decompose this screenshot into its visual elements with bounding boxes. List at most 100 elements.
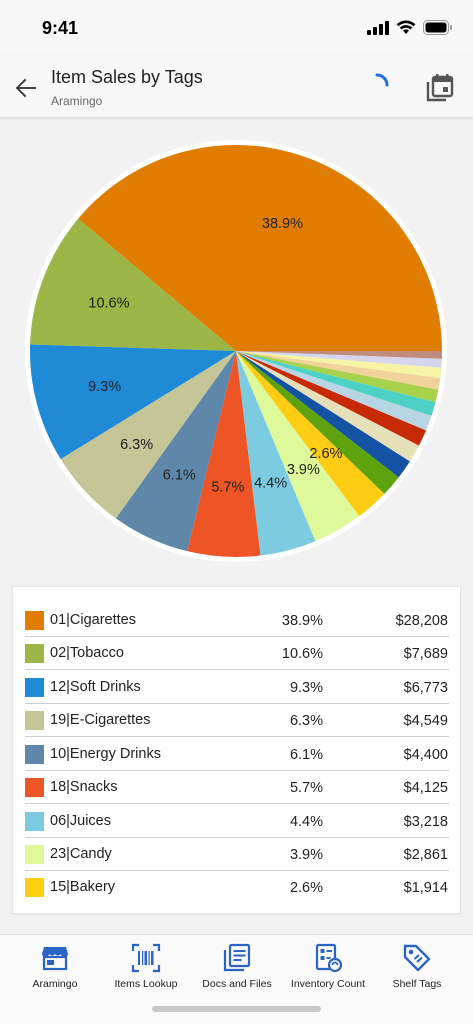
nav-item-aramingo[interactable]: Aramingo: [8, 943, 102, 999]
legend-percent: 5.7%: [289, 780, 323, 796]
legend-row[interactable]: 10|Energy Drinks 6.1% $4,400: [25, 738, 449, 771]
legend-swatch: [25, 611, 44, 630]
pie-slice-label: 9.3%: [88, 379, 121, 395]
legend-swatch: [25, 778, 44, 797]
legend-amount: $4,125: [403, 780, 448, 796]
pie-slice: [236, 351, 385, 517]
legend-name: 01|Cigarettes: [50, 612, 136, 628]
pie-slice: [236, 351, 442, 368]
legend-row[interactable]: 06|Juices 4.4% $3,218: [25, 805, 449, 838]
tag-icon: [403, 944, 431, 972]
pie-slice-label: 6.1%: [163, 468, 196, 484]
legend-amount: $1,914: [403, 880, 448, 896]
legend-row[interactable]: 18|Snacks 5.7% $4,125: [25, 771, 449, 804]
pie-slice: [236, 351, 360, 542]
pie-slice-label: 4.4%: [254, 475, 287, 491]
legend-amount: $7,689: [403, 646, 448, 662]
pie-slice: [236, 351, 399, 494]
pie-slice: [236, 351, 439, 403]
pie-slice: [236, 351, 427, 446]
pie-slice: [30, 344, 236, 460]
page-title: Item Sales by Tags: [51, 67, 203, 87]
legend-row[interactable]: 01|Cigarettes 38.9% $28,208: [25, 604, 449, 637]
wifi-icon: [396, 20, 416, 34]
legend-percent: 38.9%: [281, 613, 323, 629]
legend-name: 02|Tobacco: [50, 645, 124, 661]
legend-swatch: [25, 845, 44, 864]
nav-label: Docs and Files: [202, 978, 272, 990]
pie-chart-svg: 38.9% 10.6% 9.3% 6.3% 6.1% 5.7% 4.4%3.9%2.6%: [25, 140, 447, 562]
legend-name: 15|Bakery: [50, 879, 116, 895]
legend-name: 06|Juices: [50, 813, 111, 829]
legend-row[interactable]: 19|E-Cigarettes 6.3% $4,549: [25, 704, 449, 737]
battery-icon: [423, 20, 452, 35]
calendar-icon[interactable]: [425, 72, 455, 102]
nav-label: Aramingo: [32, 978, 78, 990]
status-time: 9:41: [42, 18, 79, 38]
legend-swatch: [25, 644, 44, 663]
pie-chart: 38.9% 10.6% 9.3% 6.3% 6.1% 5.7% 4.4% 3.9% 2.6%: [18, 140, 454, 564]
legend-name: 10|Energy Drinks: [50, 746, 161, 762]
legend-amount: $4,549: [403, 713, 448, 729]
legend-amount: $4,400: [403, 747, 448, 763]
pie-slice: [236, 351, 410, 478]
legend-row[interactable]: 23|Candy 3.9% $2,861: [25, 838, 449, 871]
legend-name: 18|Snacks: [50, 779, 118, 795]
legend-name: 23|Candy: [50, 846, 112, 862]
page-subtitle: Aramingo: [51, 94, 103, 108]
legend-table: 01|Cigarettes 38.9% $28,208 02|Tobacco 1…: [12, 586, 461, 914]
nav-label: Shelf Tags: [392, 978, 442, 990]
legend-swatch: [25, 745, 44, 764]
legend-row[interactable]: 15|Bakery 2.6% $1,914: [25, 871, 449, 904]
signal-icon: [367, 20, 389, 35]
pie-slice-label: 2.6%: [309, 446, 342, 462]
pie-slice: [187, 351, 261, 557]
nav-item-items-lookup[interactable]: Items Lookup: [99, 943, 193, 999]
pie-slice: [236, 351, 316, 556]
app-header: Item Sales by Tags Aramingo: [0, 56, 473, 118]
home-indicator: [152, 1006, 321, 1012]
loading-spinner-icon: [375, 73, 389, 87]
pie-slice-label: 6.3%: [120, 437, 153, 453]
pie-slice: [30, 218, 236, 351]
nav-item-docs-and-files[interactable]: Docs and Files: [190, 943, 284, 999]
status-bar: 9:41: [0, 0, 473, 56]
legend-amount: $3,218: [403, 814, 448, 830]
legend-percent: 9.3%: [289, 680, 323, 696]
legend-amount: $6,773: [403, 680, 448, 696]
store-icon: [42, 947, 68, 971]
barcode-icon: [131, 943, 161, 973]
nav-label: Inventory Count: [290, 978, 366, 990]
legend-row[interactable]: 02|Tobacco 10.6% $7,689: [25, 637, 449, 670]
legend-percent: 3.9%: [289, 847, 323, 863]
legend-percent: 6.1%: [289, 747, 323, 763]
nav-item-inventory-count[interactable]: Inventory Count: [281, 943, 375, 999]
pie-slice: [236, 351, 419, 462]
pie-slice: [236, 351, 442, 379]
pie-slice: [78, 145, 442, 351]
pie-slice: [115, 351, 236, 552]
nav-item-shelf-tags[interactable]: Shelf Tags: [370, 943, 464, 999]
legend-percent: 2.6%: [289, 880, 323, 896]
pie-slice: [236, 351, 432, 431]
pie-slice: [236, 351, 441, 390]
legend-percent: 4.4%: [289, 814, 323, 830]
legend-amount: $2,861: [403, 847, 448, 863]
legend-row[interactable]: 12|Soft Drinks 9.3% $6,773: [25, 671, 449, 704]
pie-slice-label: 5.7%: [211, 480, 244, 496]
legend-amount: $28,208: [395, 613, 448, 629]
bottom-nav: Aramingo Items Lookup Docs and Files: [0, 934, 473, 1024]
legend-percent: 6.3%: [289, 713, 323, 729]
legend-swatch: [25, 711, 44, 730]
legend-name: 12|Soft Drinks: [50, 679, 141, 695]
pie-slice-label: 38.9%: [262, 216, 303, 232]
pie-slice-label: 3.9%: [287, 462, 320, 478]
documents-icon: [223, 943, 251, 972]
nav-label: Items Lookup: [114, 978, 178, 990]
back-arrow-icon[interactable]: [12, 74, 40, 102]
legend-swatch: [25, 878, 44, 897]
pie-slice: [236, 351, 442, 359]
legend-swatch: [25, 812, 44, 831]
pie-slice: [60, 351, 237, 519]
status-icons: [367, 20, 453, 35]
